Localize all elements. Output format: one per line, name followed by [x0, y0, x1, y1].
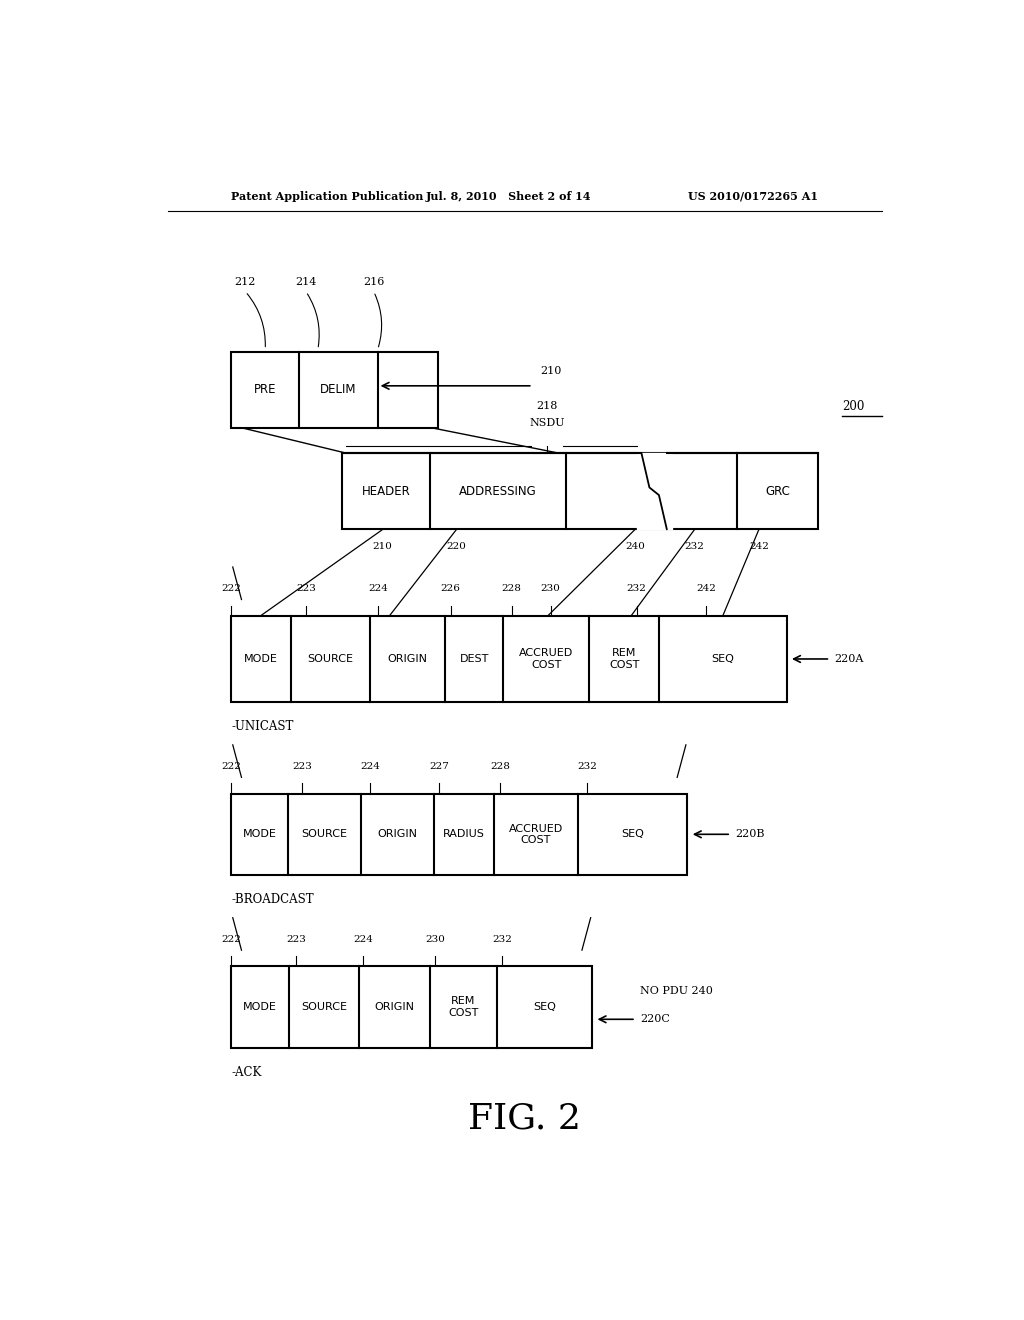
Text: DELIM: DELIM — [321, 383, 356, 396]
Text: 232: 232 — [627, 585, 646, 594]
Text: 232: 232 — [685, 541, 705, 550]
Text: ORIGIN: ORIGIN — [378, 829, 418, 840]
Text: 232: 232 — [493, 935, 512, 944]
Text: Patent Application Publication: Patent Application Publication — [231, 190, 424, 202]
Text: 220C: 220C — [640, 1014, 670, 1024]
Text: SEQ: SEQ — [712, 653, 734, 664]
Text: MODE: MODE — [243, 829, 276, 840]
Text: 230: 230 — [425, 935, 445, 944]
Text: NSDU: NSDU — [529, 417, 565, 428]
Bar — [231, 615, 786, 702]
Text: US 2010/0172265 A1: US 2010/0172265 A1 — [688, 190, 818, 202]
Text: -BROADCAST: -BROADCAST — [231, 894, 313, 907]
Text: 228: 228 — [502, 585, 521, 594]
Text: 218: 218 — [537, 401, 558, 412]
Text: 210: 210 — [541, 366, 562, 376]
Text: -ACK: -ACK — [231, 1067, 261, 1078]
Text: 210: 210 — [373, 541, 392, 550]
Text: 224: 224 — [360, 762, 380, 771]
Bar — [231, 966, 592, 1048]
Text: ORIGIN: ORIGIN — [387, 653, 428, 664]
Text: DEST: DEST — [460, 653, 488, 664]
Text: 224: 224 — [353, 935, 373, 944]
Text: ACCRUED
COST: ACCRUED COST — [509, 824, 563, 845]
Text: -UNICAST: -UNICAST — [231, 721, 294, 734]
Text: 223: 223 — [296, 585, 316, 594]
Text: 240: 240 — [626, 541, 645, 550]
Text: ORIGIN: ORIGIN — [375, 1002, 415, 1012]
Text: GRC: GRC — [766, 484, 791, 498]
Text: FIG. 2: FIG. 2 — [468, 1102, 582, 1137]
Text: 227: 227 — [429, 762, 449, 771]
Bar — [231, 351, 437, 428]
Text: ACCRUED
COST: ACCRUED COST — [519, 648, 573, 669]
Text: HEADER: HEADER — [361, 484, 411, 498]
Text: 242: 242 — [749, 541, 769, 550]
Text: PRE: PRE — [254, 383, 276, 396]
Text: SEQ: SEQ — [622, 829, 644, 840]
Text: 214: 214 — [295, 277, 316, 288]
Text: Jul. 8, 2010   Sheet 2 of 14: Jul. 8, 2010 Sheet 2 of 14 — [426, 190, 592, 202]
Text: MODE: MODE — [244, 653, 278, 664]
Bar — [231, 793, 687, 875]
Text: ADDRESSING: ADDRESSING — [460, 484, 538, 498]
Text: 222: 222 — [221, 762, 241, 771]
Text: 223: 223 — [292, 762, 312, 771]
Text: 232: 232 — [578, 762, 597, 771]
Text: 230: 230 — [541, 585, 560, 594]
Text: 220: 220 — [446, 541, 467, 550]
Text: 223: 223 — [287, 935, 306, 944]
Text: 224: 224 — [369, 585, 388, 594]
Text: REM
COST: REM COST — [609, 648, 639, 669]
Text: 242: 242 — [696, 585, 716, 594]
Text: 226: 226 — [440, 585, 461, 594]
Text: 216: 216 — [364, 277, 384, 288]
Text: SOURCE: SOURCE — [302, 829, 348, 840]
Text: 222: 222 — [221, 935, 241, 944]
Text: NO PDU 240: NO PDU 240 — [640, 986, 713, 995]
Text: RADIUS: RADIUS — [443, 829, 484, 840]
Text: 222: 222 — [221, 585, 241, 594]
Text: 200: 200 — [842, 400, 864, 412]
Text: MODE: MODE — [243, 1002, 278, 1012]
Text: REM
COST: REM COST — [447, 997, 478, 1018]
Text: SOURCE: SOURCE — [307, 653, 353, 664]
Text: 212: 212 — [234, 277, 256, 288]
Text: 220A: 220A — [835, 653, 863, 664]
Text: 228: 228 — [490, 762, 510, 771]
Text: 220B: 220B — [735, 829, 765, 840]
Text: SOURCE: SOURCE — [301, 1002, 347, 1012]
Text: SEQ: SEQ — [532, 1002, 556, 1012]
Bar — [342, 453, 818, 529]
